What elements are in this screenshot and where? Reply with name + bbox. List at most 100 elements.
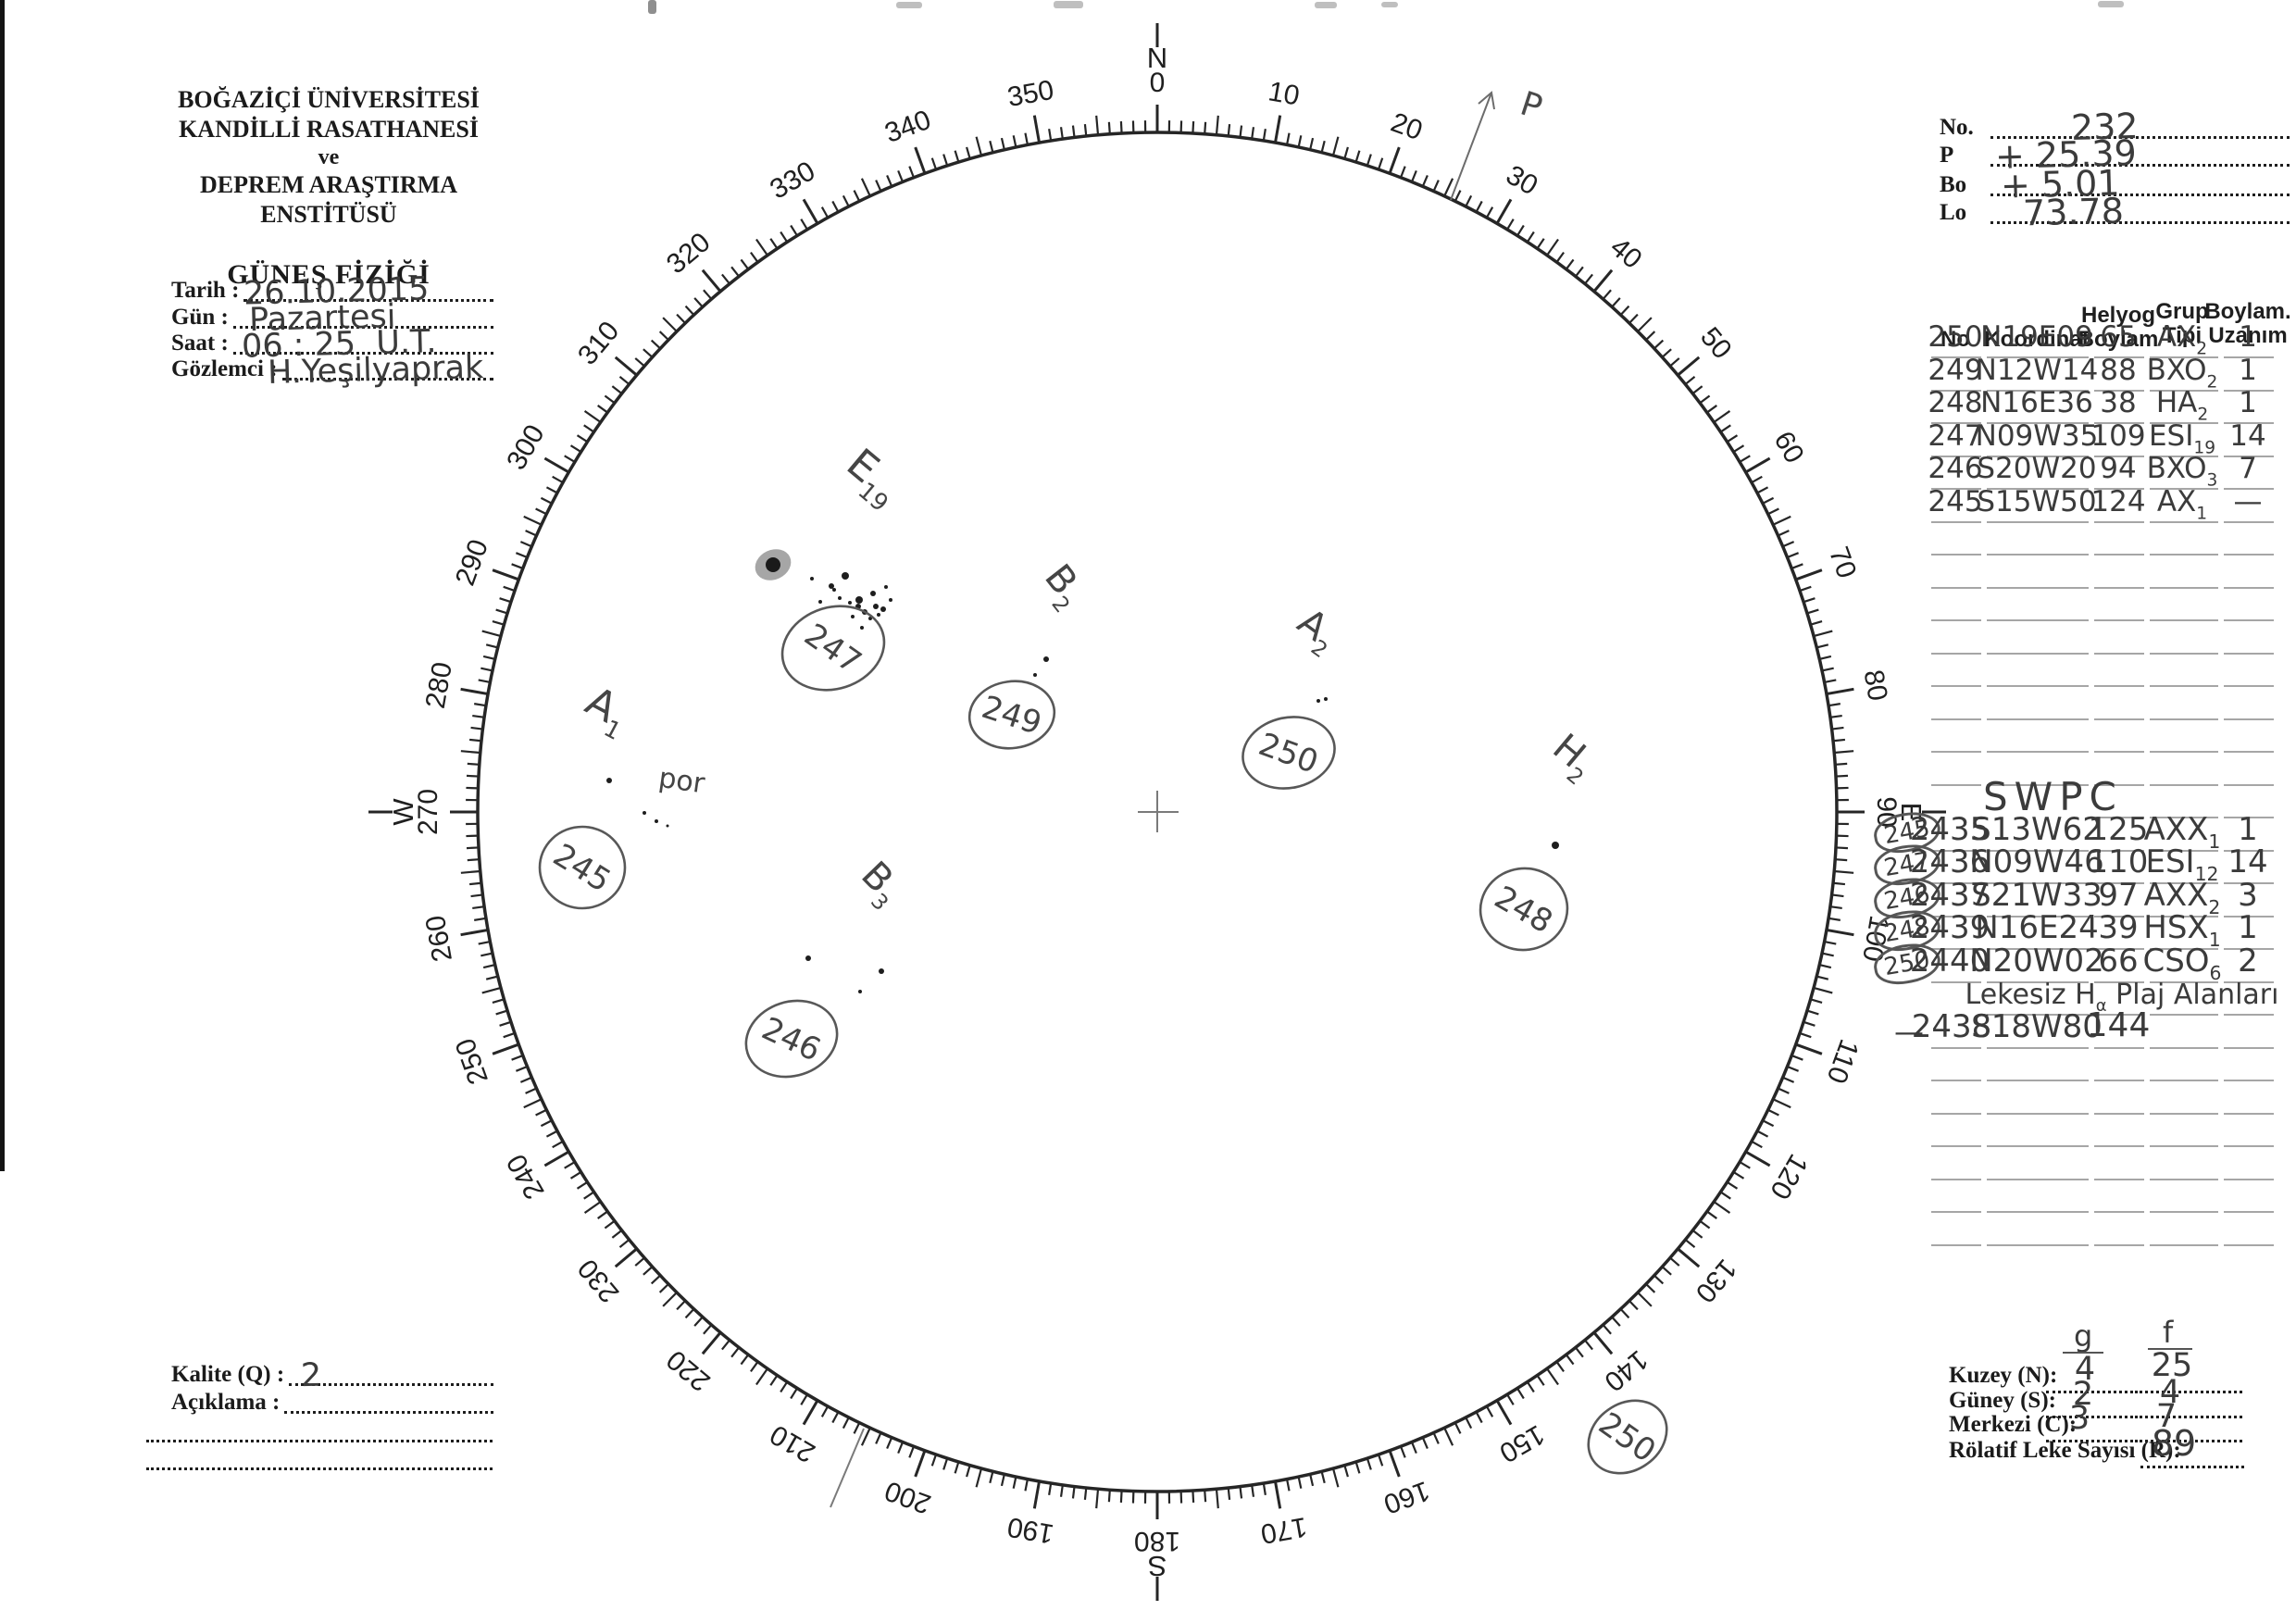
degree-tick [1366, 154, 1372, 167]
degree-tick [1239, 125, 1243, 138]
degree-tick [485, 975, 499, 980]
degree-tick [515, 552, 528, 559]
degree-tick [1506, 1393, 1515, 1405]
table-rule-line [2224, 356, 2274, 358]
table-rule-line [1987, 619, 2089, 621]
sunspot [889, 598, 892, 602]
degree-tick [989, 140, 994, 154]
table-rule-line [2150, 882, 2218, 884]
degree-tick [523, 1098, 543, 1109]
degree-tick [831, 1411, 840, 1424]
table-rule-line [2150, 520, 2218, 523]
degree-tick [954, 1461, 960, 1474]
degree-tick [1756, 486, 1769, 494]
org-line: KANDİLLİ RASATHANESİ [179, 116, 479, 143]
subscript: 3 [2206, 470, 2218, 491]
degree-tick [1059, 127, 1064, 140]
table-cell-value: 97 [2098, 876, 2139, 914]
degree-tick [618, 1239, 630, 1248]
degree-tick [1824, 940, 1837, 945]
sunspot [873, 604, 879, 609]
degree-tick [1782, 541, 1795, 548]
table-cell-value: 1 [2239, 386, 2257, 419]
cardinal-letter: E [1895, 803, 1928, 822]
degree-tick [1251, 127, 1255, 140]
table-cell-value: 66 [2098, 942, 2139, 980]
degree-tick [460, 687, 489, 696]
table-rule-line [2224, 980, 2274, 983]
degree-tick [1000, 1473, 1005, 1487]
degree-tick [1799, 1031, 1812, 1039]
table-rule-line [1931, 1178, 1981, 1180]
dotted-line [2135, 1401, 2242, 1418]
degree-tick [614, 356, 638, 377]
degree-tick [1495, 1399, 1513, 1426]
degree-tick [1791, 563, 1803, 569]
table-rule-line [1987, 422, 2089, 424]
sunspot [1316, 699, 1320, 703]
table-rule-line [2224, 1112, 2274, 1115]
degree-tick [1806, 608, 1819, 615]
subscript: 2 [2196, 339, 2208, 359]
form-field-aciklama: Açıklama : [171, 1386, 493, 1414]
table-rule-line [2094, 1046, 2144, 1049]
sunspot [880, 606, 886, 612]
degree-tick [1048, 1482, 1053, 1495]
table-cell-value: 2440 [1909, 942, 1990, 980]
sunspot [805, 955, 811, 961]
degree-tick [643, 348, 654, 358]
degree-tick [1377, 157, 1384, 170]
table-cell-value: AX1 [2156, 484, 2208, 523]
degree-tick [908, 1445, 915, 1458]
degree-tick [1584, 273, 1593, 285]
field-label: Gözlemci : [171, 356, 278, 381]
degree-tick [1645, 1283, 1656, 1293]
table-rule-line [1931, 586, 1981, 589]
degree-tick [1192, 120, 1195, 134]
degree-tick [897, 1442, 905, 1454]
degree-tick [1818, 964, 1832, 969]
degree-tick [1516, 224, 1525, 237]
table-rule-line [2094, 1178, 2144, 1180]
degree-tick [1107, 121, 1111, 134]
table-cell-value: 124 [2090, 484, 2146, 518]
table-cell-value: 3 [2238, 876, 2258, 914]
degree-tick [611, 385, 623, 394]
dotted-line [2046, 1376, 2133, 1393]
degree-tick [583, 1201, 602, 1214]
degree-tick [1285, 132, 1291, 145]
degree-tick [1787, 552, 1800, 559]
degree-tick [780, 231, 789, 243]
summary-value-g: 3 [2068, 1400, 2090, 1437]
dotted-line [1990, 190, 2290, 196]
table-rule-line [2094, 948, 2144, 950]
degree-tick [1619, 305, 1630, 316]
degree-tick [1810, 998, 1823, 1004]
degree-tick [684, 1308, 695, 1319]
sunspot [810, 577, 814, 581]
table-rule-line [2150, 783, 2218, 786]
degree-tick [466, 774, 480, 778]
table-rule-line [2150, 980, 2218, 983]
table-rule-line [2150, 422, 2218, 424]
degree-tick [1602, 1324, 1612, 1335]
degree-tick [740, 1354, 750, 1366]
degree-tick [1628, 1300, 1639, 1311]
table-cell-value: 1 [2239, 353, 2257, 387]
table-rule-line [1987, 1145, 2089, 1147]
table-cell-value: N12W14 [1975, 353, 2099, 387]
dotted-line [2135, 1425, 2242, 1442]
degree-tick [860, 1427, 871, 1446]
degree-tick [1826, 928, 1854, 937]
degree-tick [1661, 1266, 1672, 1276]
degree-tick [1602, 289, 1612, 300]
group-number-circle [1587, 1399, 1668, 1475]
table-rule-line [1931, 751, 1981, 753]
degree-tick [1684, 376, 1696, 385]
degree-tick [1803, 1020, 1816, 1027]
field-label: Gün : [171, 305, 229, 330]
sunspot [884, 585, 888, 589]
table-rule-line [2094, 783, 2144, 786]
degree-tick [1816, 643, 1829, 649]
table-rule-line [2150, 817, 2218, 818]
